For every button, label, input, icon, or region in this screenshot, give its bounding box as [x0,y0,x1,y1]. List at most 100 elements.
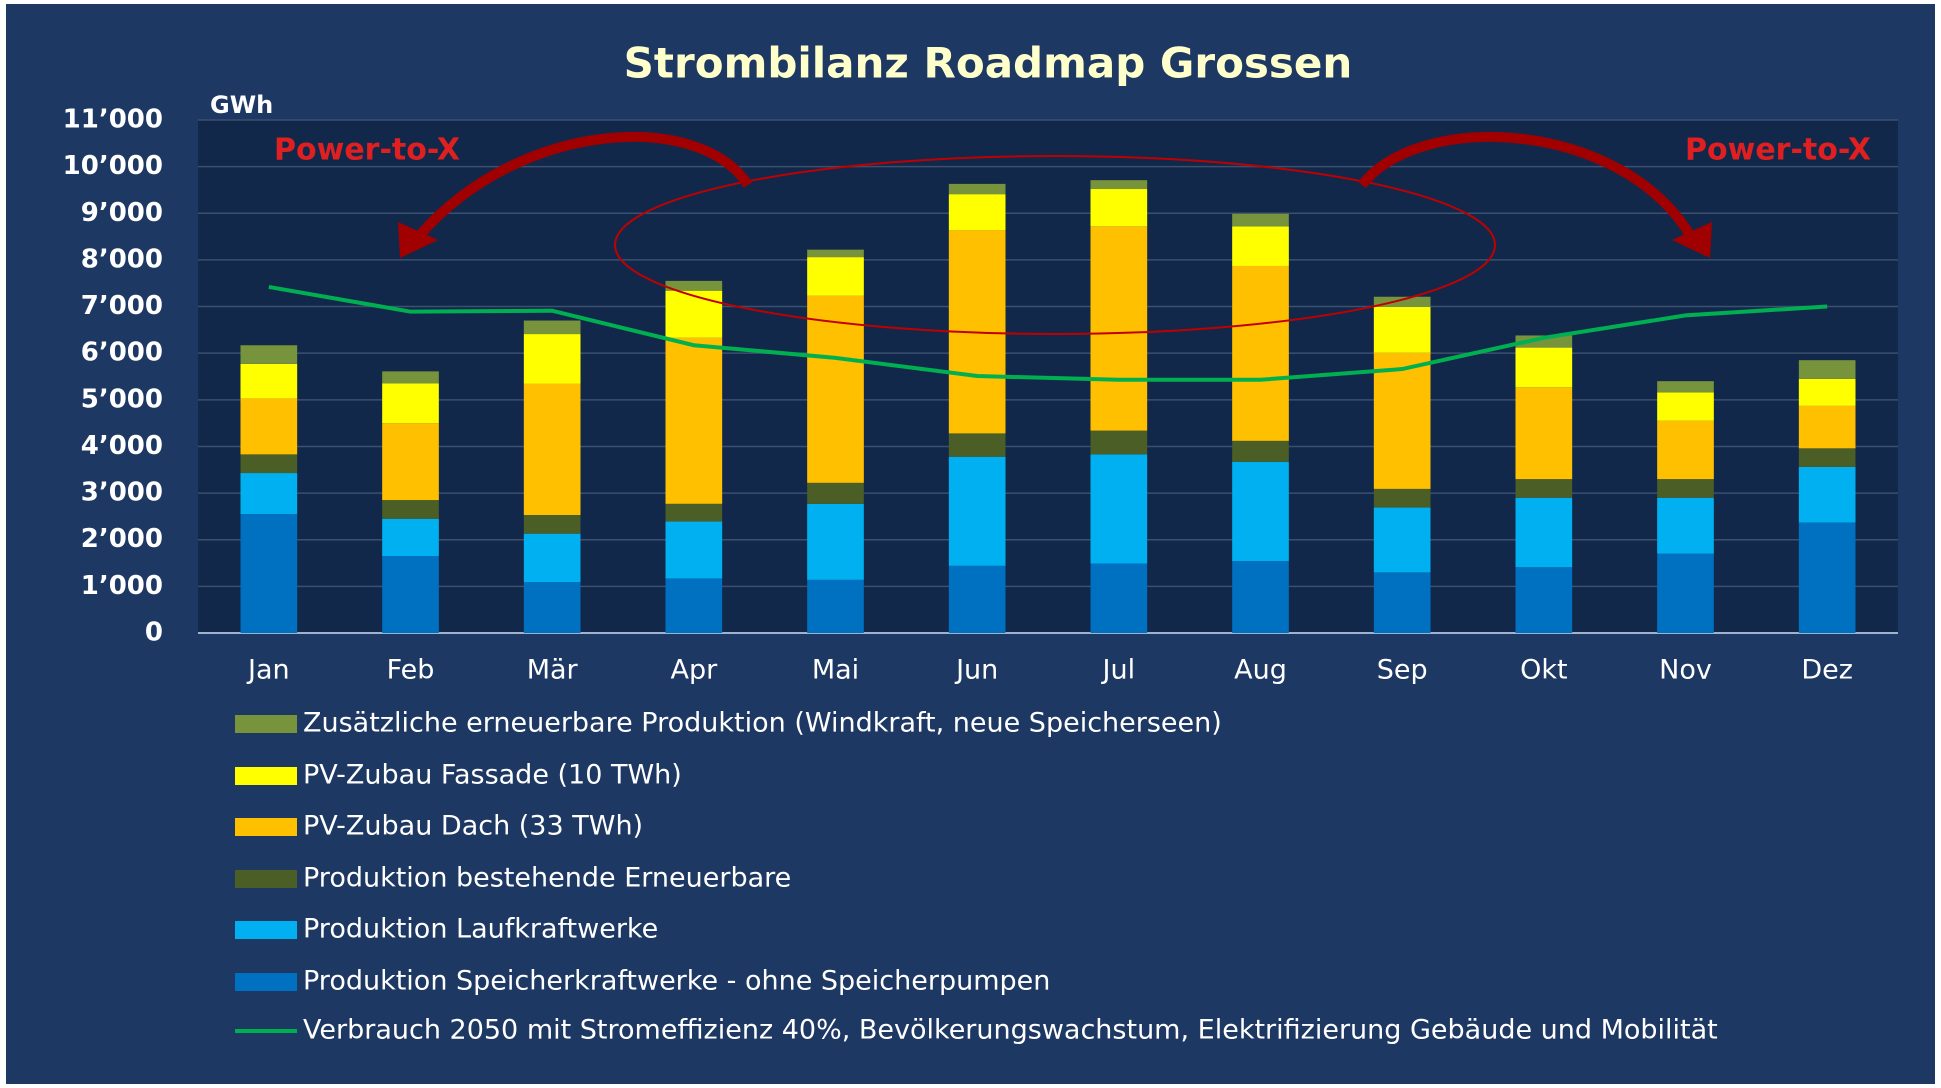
legend-label: Verbrauch 2050 mit Stromeffizienz 40%, B… [303,1015,1718,1046]
bar-segment [807,503,864,580]
bar-segment [240,514,298,633]
bar-segment [665,290,723,338]
y-tick-label: 1’000 [81,571,163,601]
plot: 0 1’000 2’000 3’000 4’000 5’000 6’000 7’000 8’00… [63,105,1898,1046]
legend-label: PV-Zubau Dach (33 TWh) [303,811,643,842]
legend-label: Produktion bestehende Erneuerbare [303,863,791,894]
y-tick-label: 9’000 [81,198,163,228]
bar-segment [948,194,1006,231]
bar-segment [1232,213,1289,227]
bar-segment [1657,479,1714,498]
legend-swatch [235,818,297,836]
bar-segment [382,518,439,557]
x-tick-label: Jan [246,655,290,686]
y-unit: GWh [210,91,273,119]
bar-segment [807,249,864,258]
x-tick-label: Nov [1659,655,1712,686]
bar-segment [382,371,439,384]
y-tick-label: 4’000 [81,431,163,461]
bar-segment [382,500,439,519]
bar-segment [1232,440,1289,462]
bar-segment [1373,352,1431,489]
legend-swatch [235,715,297,733]
x-tick-label: Feb [387,655,435,686]
bar-segment [1657,392,1714,421]
bar-segment [665,280,723,291]
bar-segment [1798,522,1856,633]
bar-segment [948,433,1006,457]
y-tick-label: 11’000 [63,105,163,135]
consumption-line [268,284,1828,382]
bar-segment [240,363,298,399]
bar-segment [240,473,298,515]
bar-segment [1373,572,1431,633]
legend-swatch [235,767,297,785]
bar-segment [1232,461,1289,562]
bar-segment [1657,381,1714,393]
bar-segment [665,503,723,522]
legend-label: Zusätzliche erneuerbare Produktion (Wind… [303,708,1222,739]
bar-segment [1373,296,1431,308]
bar-segment [1090,189,1148,227]
x-tick-label: Apr [670,655,718,686]
bar-segment [665,521,723,579]
y-tick-label: 10’000 [63,151,163,181]
bar-segment [1798,405,1856,449]
bar-segment [523,533,581,583]
bar-segment [665,578,723,633]
x-tick-label: Aug [1234,655,1287,686]
bar-segment [1232,226,1289,266]
bar-segment [1515,347,1573,388]
legend-swatch [235,921,297,939]
bar-segment [1515,387,1573,480]
bar-segment [523,320,581,335]
bar-segment [523,334,581,384]
y-tick-label: 3’000 [81,478,163,508]
bar-segment [1090,430,1148,455]
bar-segment [1373,307,1431,353]
chart-title: Strombilanz Roadmap Grossen [624,39,1353,88]
y-tick-label: 7’000 [81,291,163,321]
bar-segment [1373,507,1431,573]
highlight-ellipse [614,155,1496,335]
bar-segment [1090,563,1148,633]
y-tick-label: 0 [145,618,163,648]
bar-segment [1515,335,1573,348]
y-tick-label: 8’000 [81,244,163,274]
bar-segment [1798,466,1856,523]
y-tick-label: 6’000 [81,338,163,368]
legend-swatch [235,973,297,991]
bar-segment [523,582,581,633]
bar-segment [382,423,439,501]
x-tick-label: Sep [1377,655,1428,686]
annotation: Power-to-X [274,133,460,168]
bar-segment [665,337,723,504]
bar-segment [1090,180,1148,190]
arrow-right [1358,131,1695,238]
bar-segment [523,383,581,516]
bar-segment [1798,360,1856,379]
bar-segment [240,345,298,364]
x-tick-label: Mai [812,655,859,686]
bar-segment [382,556,439,633]
y-tick-label: 5’000 [81,384,163,414]
bar-segment [1090,226,1148,431]
bar-segment [240,454,298,474]
bar-segment [1232,561,1289,633]
legend-label: Produktion Speicherkraftwerke - ohne Spe… [303,966,1050,997]
legend-label: Produktion Laufkraftwerke [303,914,658,945]
x-tick-label: Mär [527,655,579,686]
legend-label: PV-Zubau Fassade (10 TWh) [303,760,682,791]
bar-segment [240,398,298,455]
decorations: Power-to-X Power-to-X [274,131,1871,335]
bar-segment [382,383,439,424]
bar-segment [1373,488,1431,508]
bar-segment [948,565,1006,633]
bar-segment [1090,454,1148,564]
bar-segment [948,183,1006,195]
bar-segment [807,579,864,633]
bar-segment [807,295,864,483]
arrow-left [416,131,753,239]
annotation: Power-to-X [1685,133,1871,168]
